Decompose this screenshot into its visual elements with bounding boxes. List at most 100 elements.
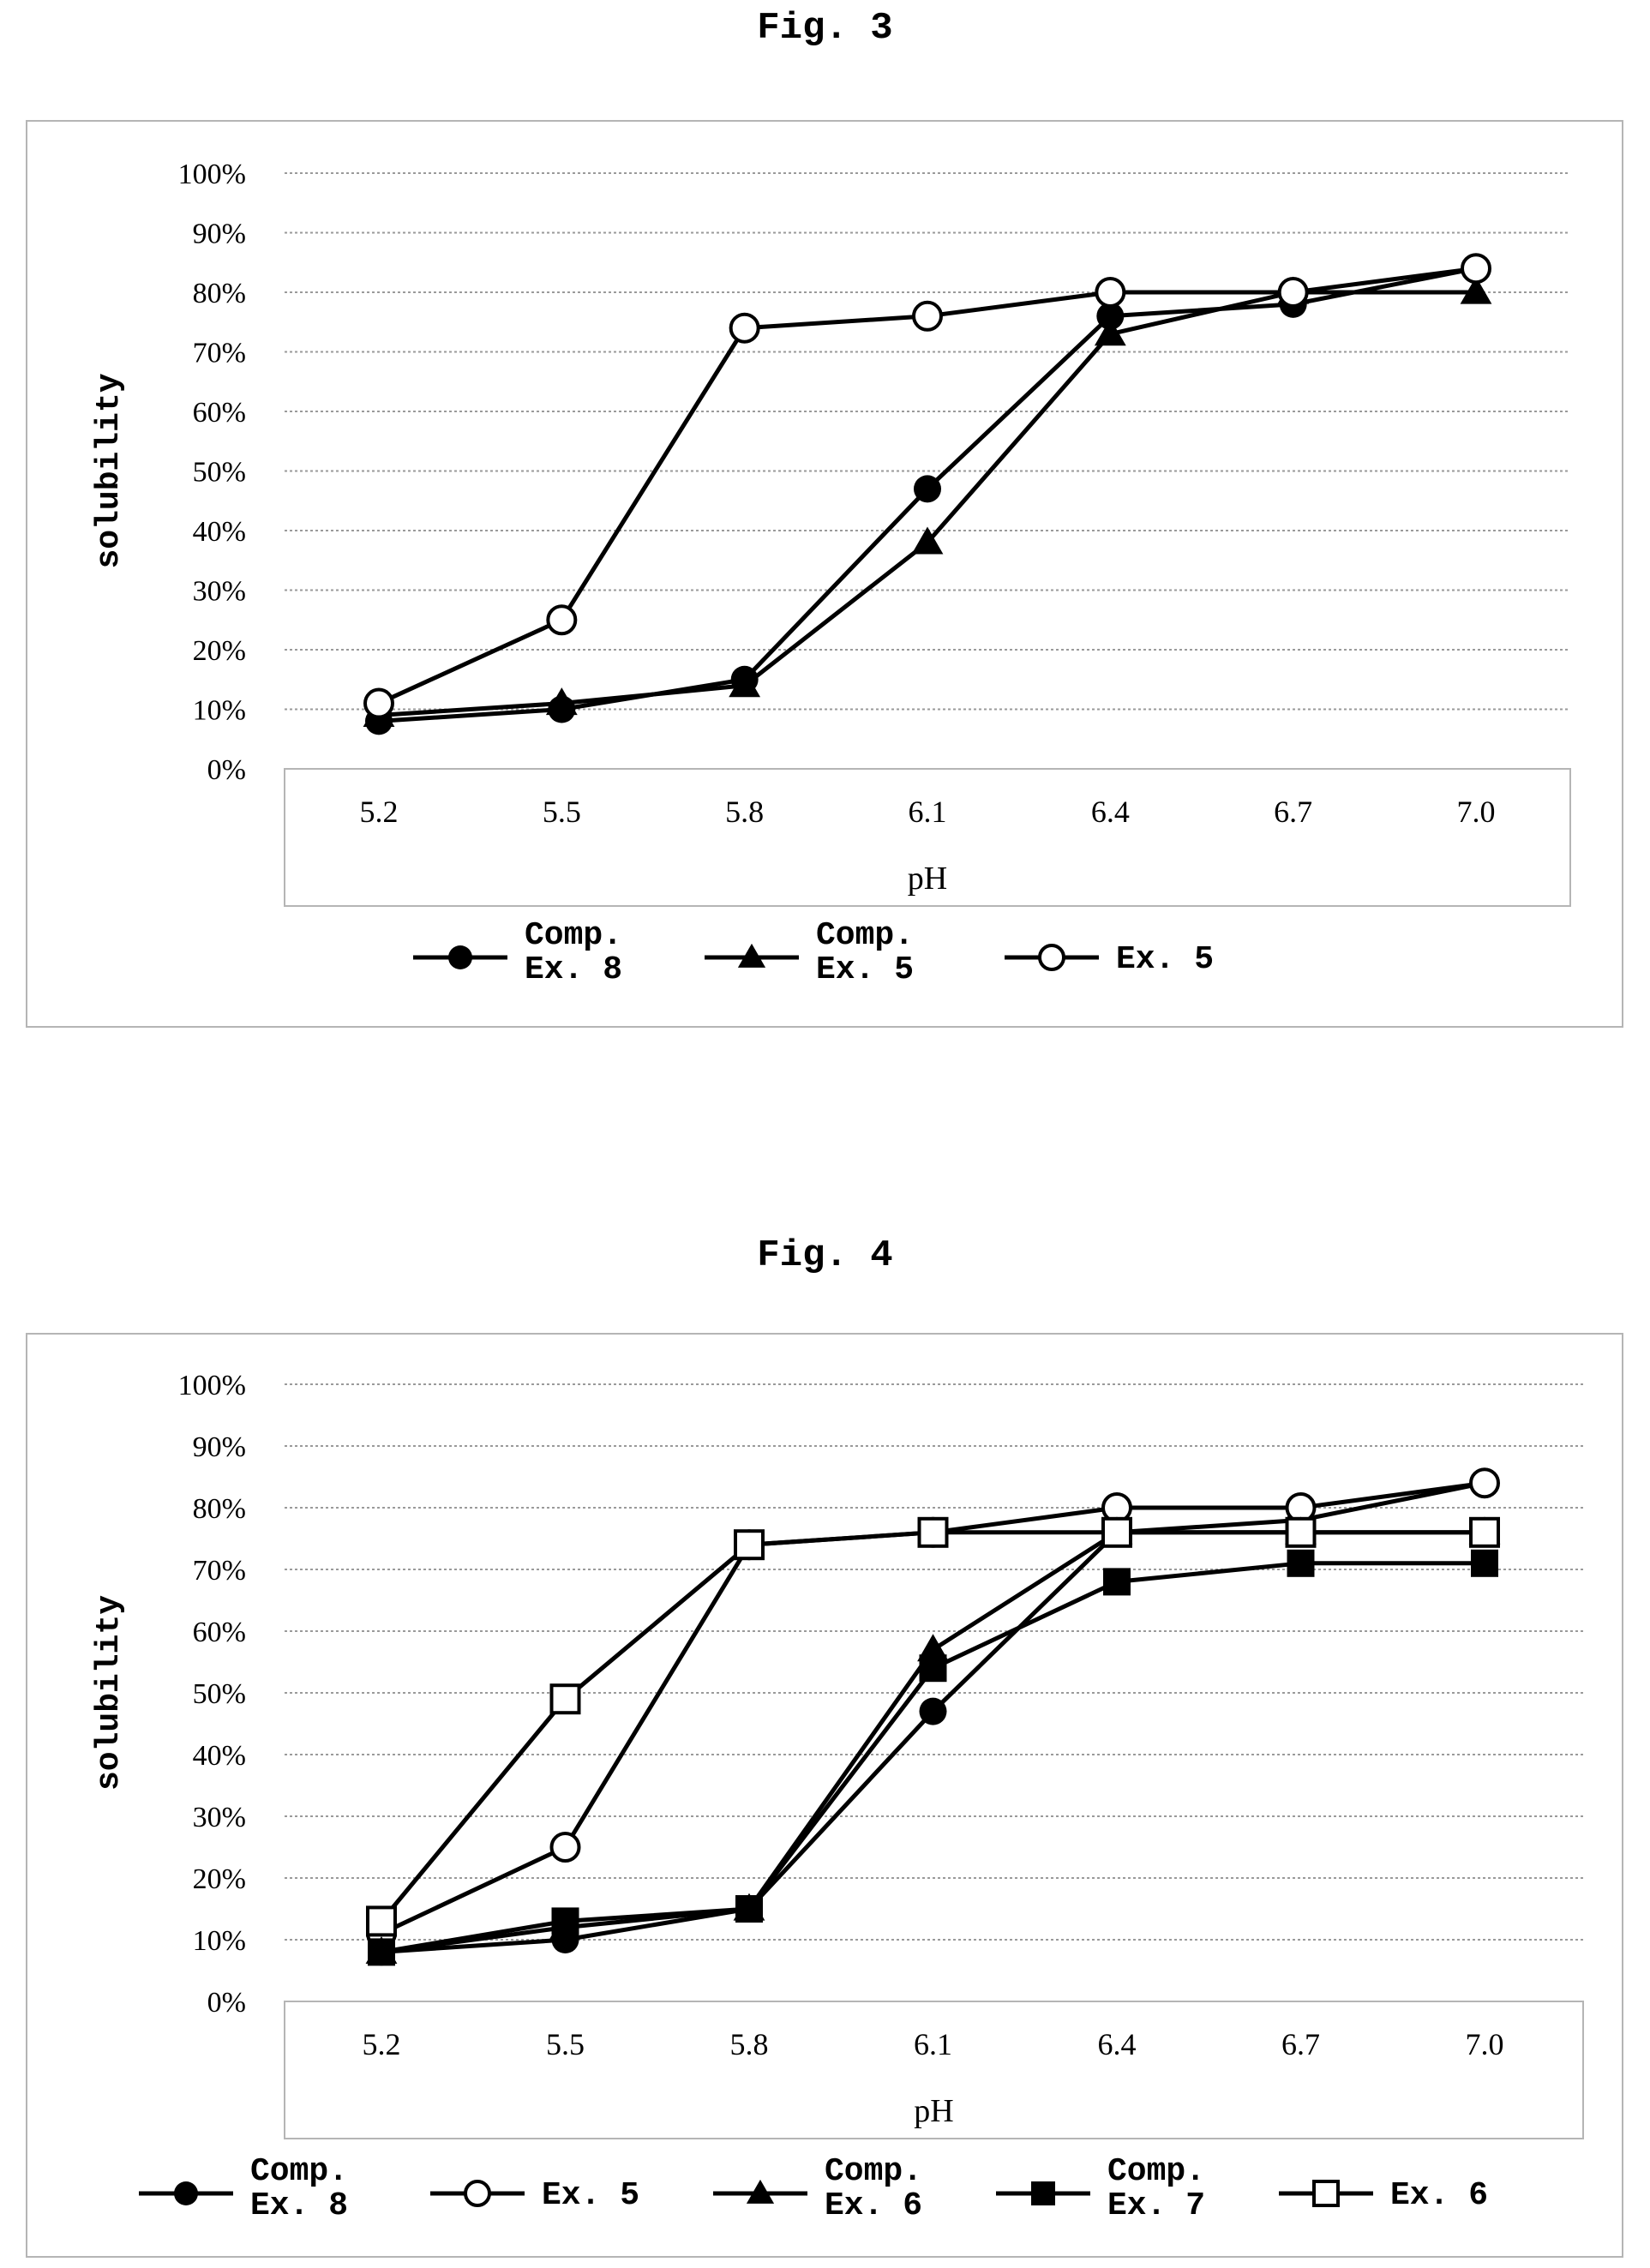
data-point: [1095, 277, 1126, 308]
series-line: [381, 1561, 1485, 1954]
x-tick-label: 7.0: [1466, 2027, 1504, 2061]
legend-label: Ex. 8: [250, 2187, 348, 2224]
legend-label: Comp.: [1107, 2153, 1205, 2190]
x-tick-label: 6.1: [914, 2027, 952, 2061]
legend-marker: [1312, 2180, 1340, 2207]
data-point: [1103, 1568, 1131, 1596]
x-axis-box: [284, 768, 1571, 907]
data-point: [917, 1516, 949, 1548]
figure-3-chart-svg: 0% 10% 20% 30% 40% 50% 60% 70% 80% 90% 100% 5.2 5.5 5…: [91, 159, 1571, 988]
y-tick-label: 40%: [193, 516, 246, 548]
legend-label: Ex. 8: [525, 951, 622, 988]
series-line: [380, 1530, 1485, 1923]
data-point: [546, 604, 578, 636]
x-tick-label: 5.2: [363, 2027, 401, 2061]
x-tick-label: 6.7: [1274, 795, 1312, 829]
y-tick-label: 40%: [193, 1740, 246, 1772]
data-point: [549, 1683, 581, 1715]
y-tick-label: 10%: [193, 1925, 246, 1957]
y-tick-label: 0%: [207, 1987, 246, 2019]
data-point: [1287, 1549, 1315, 1577]
data-point: [363, 687, 394, 719]
figure-4-chart: 0% 10% 20% 30% 40% 50% 60% 70% 80% 90% 100% 5.2 5.5 5…: [26, 1333, 1623, 2258]
y-axis-label: solubility: [91, 373, 128, 568]
series-line: [381, 1530, 1485, 1954]
data-point: [1471, 1549, 1498, 1577]
legend-label: Comp.: [525, 917, 622, 954]
legend-marker: [1038, 944, 1065, 971]
y-tick-label: 70%: [193, 338, 246, 369]
x-tick-label: 5.2: [360, 795, 399, 829]
legend-marker: [746, 2179, 775, 2204]
data-point: [917, 1634, 949, 1662]
legend-marker: [1031, 2181, 1055, 2205]
y-tick-label: 60%: [193, 397, 246, 429]
legend-label: Ex. 6: [825, 2187, 922, 2224]
figure-3-chart: 0% 10% 20% 30% 40% 50% 60% 70% 80% 90% 100% 5.2 5.5 5…: [26, 120, 1623, 1028]
y-tick-label: 60%: [193, 1617, 246, 1648]
data-point: [366, 1905, 397, 1937]
legend-label: Comp.: [825, 2153, 922, 2190]
legend-label: Ex. 5: [816, 951, 914, 988]
y-tick-label: 70%: [193, 1555, 246, 1587]
data-point: [1461, 253, 1491, 285]
data-point: [1094, 318, 1126, 346]
y-tick-label: 20%: [193, 635, 246, 667]
data-point: [729, 312, 760, 344]
data-point: [1101, 1516, 1132, 1548]
data-point: [545, 687, 578, 716]
data-point: [734, 1529, 765, 1561]
data-point: [914, 475, 941, 503]
data-point: [735, 1895, 763, 1923]
x-axis-box: [284, 2001, 1584, 2139]
x-tick-label: 6.4: [1091, 795, 1130, 829]
legend-label: Comp.: [250, 2153, 348, 2190]
data-point: [1277, 277, 1309, 308]
data-point: [1469, 1467, 1500, 1499]
legend-marker: [174, 2181, 198, 2205]
legend-marker: [448, 945, 472, 969]
x-tick-label: 5.5: [543, 795, 581, 829]
data-point: [911, 526, 944, 555]
x-tick-label: 6.7: [1281, 2027, 1320, 2061]
data-point: [551, 1907, 579, 1935]
data-point: [549, 1832, 581, 1863]
legend-label: Comp.: [816, 917, 914, 954]
legend-label: Ex. 6: [1390, 2177, 1488, 2214]
y-tick-label: 10%: [193, 695, 246, 727]
x-tick-label: 5.8: [725, 795, 764, 829]
data-point: [1096, 302, 1125, 330]
y-tick-label: 100%: [178, 1370, 246, 1401]
legend-marker: [464, 2180, 491, 2207]
x-tick-label: 7.0: [1457, 795, 1496, 829]
x-axis-label: pH: [908, 861, 947, 897]
data-point: [919, 1697, 947, 1725]
y-tick-label: 80%: [193, 1493, 246, 1525]
figure-4-title: Fig. 4: [757, 1234, 893, 1277]
data-point: [1460, 276, 1492, 304]
y-axis-label: solubility: [91, 1595, 128, 1791]
x-tick-label: 5.8: [730, 2027, 769, 2061]
x-tick-label: 5.5: [546, 2027, 585, 2061]
y-tick-label: 90%: [193, 1431, 246, 1463]
x-tick-label: 6.1: [909, 795, 947, 829]
y-tick-label: 20%: [193, 1863, 246, 1895]
x-tick-label: 6.4: [1098, 2027, 1137, 2061]
series-line: [378, 290, 1476, 717]
legend-label: Ex. 5: [1116, 941, 1214, 978]
y-tick-label: 80%: [193, 278, 246, 309]
legend-label: Ex. 7: [1107, 2187, 1205, 2224]
y-tick-label: 30%: [193, 576, 246, 608]
y-tick-label: 100%: [178, 159, 246, 190]
x-axis-label: pH: [914, 2093, 953, 2129]
y-tick-label: 50%: [193, 457, 246, 489]
y-tick-label: 90%: [193, 219, 246, 250]
y-tick-label: 30%: [193, 1802, 246, 1833]
data-point: [368, 1938, 395, 1966]
legend-marker: [737, 943, 766, 968]
legend-label: Ex. 5: [542, 2177, 639, 2214]
y-tick-label: 50%: [193, 1678, 246, 1710]
figure-4-chart-svg: 0% 10% 20% 30% 40% 50% 60% 70% 80% 90% 100% 5.2 5.5 5…: [91, 1370, 1584, 2224]
y-tick-label: 0%: [207, 754, 246, 786]
data-point: [1285, 1516, 1317, 1548]
